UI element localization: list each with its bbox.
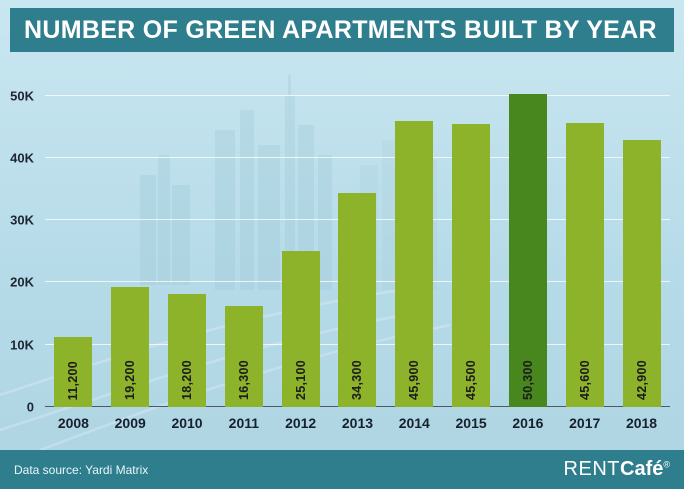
bar-value-label-2012: 25,100: [293, 359, 308, 400]
bar-value-label-2017: 45,600: [577, 359, 592, 400]
x-tick-label-2018: 2018: [625, 415, 658, 431]
bar-2016: 50,300: [508, 93, 547, 407]
x-tick-label-2011: 2011: [228, 415, 260, 431]
brand-suffix: Café: [620, 458, 664, 480]
bar-slot-2011: 16,300: [215, 77, 272, 407]
x-tick-label-2010: 2010: [171, 415, 203, 431]
y-tick-label-10K: 10K: [10, 337, 34, 353]
bar-slot-2017: 45,600: [556, 77, 613, 407]
bar-value-label-2010: 18,200: [180, 359, 195, 400]
x-tick-label-2012: 2012: [285, 415, 317, 431]
y-tick-label-20K: 20K: [10, 274, 34, 290]
bar-2012: 25,100: [281, 250, 320, 407]
bar-2013: 34,300: [338, 193, 377, 407]
gridline-40K: [45, 156, 670, 158]
bar-slot-2008: 11,200: [45, 77, 102, 407]
rentcafe-logo: RENTCafé®: [564, 458, 670, 481]
data-source-label: Data source: Yardi Matrix: [14, 462, 149, 477]
bar-value-label-2014: 45,900: [407, 359, 422, 400]
x-tick-label-2008: 2008: [57, 415, 89, 431]
chart-title-text: NUMBER OF GREEN APARTMENTS BUILT BY YEAR: [24, 15, 657, 44]
bar-value-label-2016: 50,300: [520, 359, 535, 400]
bar-value-label-2015: 45,500: [464, 359, 479, 400]
bar-slot-2009: 19,200: [102, 77, 159, 407]
bar-slot-2018: 42,900: [613, 77, 670, 407]
y-tick-label-30K: 30K: [10, 212, 34, 228]
bar-value-label-2018: 42,900: [634, 359, 649, 400]
y-tick-label-40K: 40K: [10, 150, 34, 166]
bar-2011: 16,300: [224, 305, 263, 407]
bar-value-label-2013: 34,300: [350, 359, 365, 400]
bar-value-label-2008: 11,200: [66, 360, 81, 400]
bar-value-label-2011: 16,300: [236, 359, 251, 400]
registered-mark: ®: [663, 459, 670, 470]
y-axis: 0 10K 20K 30K 40K 50K: [0, 77, 38, 414]
bar-value-label-2009: 19,200: [123, 359, 138, 400]
chart-title: NUMBER OF GREEN APARTMENTS BUILT BY YEAR: [10, 8, 674, 52]
bar-2017: 45,600: [565, 123, 604, 407]
x-tick-label-2015: 2015: [455, 415, 487, 431]
brand-prefix: RENT: [563, 458, 620, 480]
bar-slot-2014: 45,900: [386, 77, 443, 407]
x-tick-label-2014: 2014: [398, 415, 430, 431]
bar-2015: 45,500: [452, 123, 491, 407]
bar-slot-2013: 34,300: [329, 77, 386, 407]
footer-bar: Data source: Yardi Matrix RENTCafé®: [0, 450, 684, 489]
bar-group: 11,200 19,200 18,200 16,300 25,100 34,300 45,9…: [45, 77, 670, 407]
x-tick-label-2009: 2009: [114, 415, 146, 431]
x-tick-label-2017: 2017: [569, 415, 601, 431]
bar-2010: 18,200: [168, 293, 207, 407]
bar-slot-2010: 18,200: [159, 77, 216, 407]
bar-2008: 11,200: [54, 337, 93, 407]
bar-slot-2016: 50,300: [500, 77, 557, 407]
bar-2014: 45,900: [395, 121, 434, 407]
x-axis: 2008 2009 2010 2011 2012 2013 2014 2015 2016 2017…: [45, 415, 670, 437]
bar-slot-2015: 45,500: [443, 77, 500, 407]
gridline-50K: [45, 94, 670, 96]
plot-area: 11,200 19,200 18,200 16,300 25,100 34,300 45,9…: [45, 77, 670, 407]
y-tick-label-50K: 50K: [10, 88, 34, 104]
bar-2009: 19,200: [111, 287, 150, 407]
x-tick-label-2016: 2016: [512, 415, 544, 431]
x-tick-label-2013: 2013: [341, 415, 374, 431]
y-tick-label-0: 0: [26, 399, 34, 415]
bar-2018: 42,900: [622, 139, 661, 407]
bar-slot-2012: 25,100: [272, 77, 329, 407]
